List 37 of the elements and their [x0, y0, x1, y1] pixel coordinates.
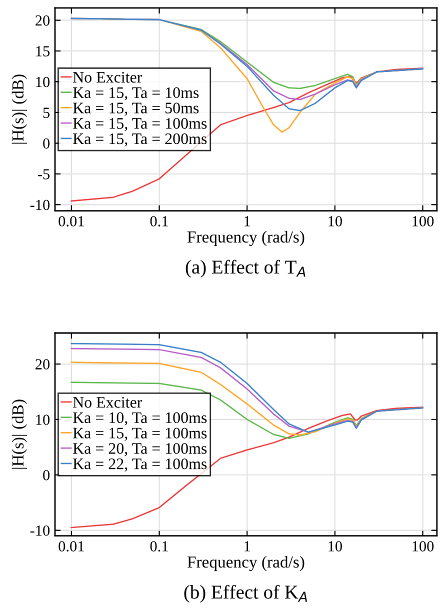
x-tick-label: 0.01: [58, 216, 84, 226]
y-tick-label: 15: [36, 46, 50, 56]
x-tick-label: 0.1: [150, 541, 168, 552]
x-tick-label: 1: [244, 216, 250, 226]
x-tick-label: 1: [244, 541, 250, 552]
legend-label: Ka = 15, Ta = 200ms: [73, 133, 207, 146]
x-tick-label: 10: [328, 541, 342, 552]
text: (a) Effect of T$_{A}$: [186, 260, 306, 278]
legend-label: Ka = 15, Ta = 10ms: [73, 87, 199, 100]
y-tick-label: 10: [36, 76, 50, 88]
legend-label: Ka = 15, Ta = 100ms: [73, 428, 207, 441]
legend-label: Ka = 15, Ta = 50ms: [73, 102, 199, 116]
legend-label: No Exciter: [73, 72, 142, 83]
y-tick-label: 20: [36, 15, 50, 26]
y-axis-title: |H(s)| (dB): [12, 400, 27, 469]
x-axis-title: Frequency (rad/s): [187, 556, 304, 572]
x-tick-label: 0.01: [58, 541, 84, 552]
y-axis-title: |H(s)| (dB): [12, 74, 27, 144]
y-tick-label: 20: [36, 359, 50, 370]
legend-label: Ka = 15, Ta = 100ms: [73, 118, 207, 132]
y-tick-label: 5: [43, 108, 50, 118]
x-tick-label: 100: [412, 216, 434, 226]
x-tick-label: 100: [412, 541, 434, 552]
y-tick-label: -5: [38, 169, 50, 180]
legend-label: Ka = 10, Ta = 100ms: [73, 412, 207, 426]
y-tick-label: -10: [30, 525, 50, 536]
y-tick-label: 0: [43, 138, 50, 149]
x-tick-label: 10: [328, 216, 342, 226]
legend-label: No Exciter: [73, 396, 142, 408]
y-tick-label: 0: [43, 470, 50, 480]
legend-label: Ka = 20, Ta = 100ms: [73, 443, 207, 456]
x-axis-title: Frequency (rad/s): [187, 230, 304, 246]
legend-label: Ka = 22, Ta = 100ms: [73, 458, 207, 472]
text: (b) Effect of K$_{A}$: [184, 584, 307, 603]
x-tick-label: 0.1: [150, 216, 168, 226]
y-tick-label: -10: [30, 200, 50, 210]
y-tick-label: 10: [36, 414, 50, 425]
